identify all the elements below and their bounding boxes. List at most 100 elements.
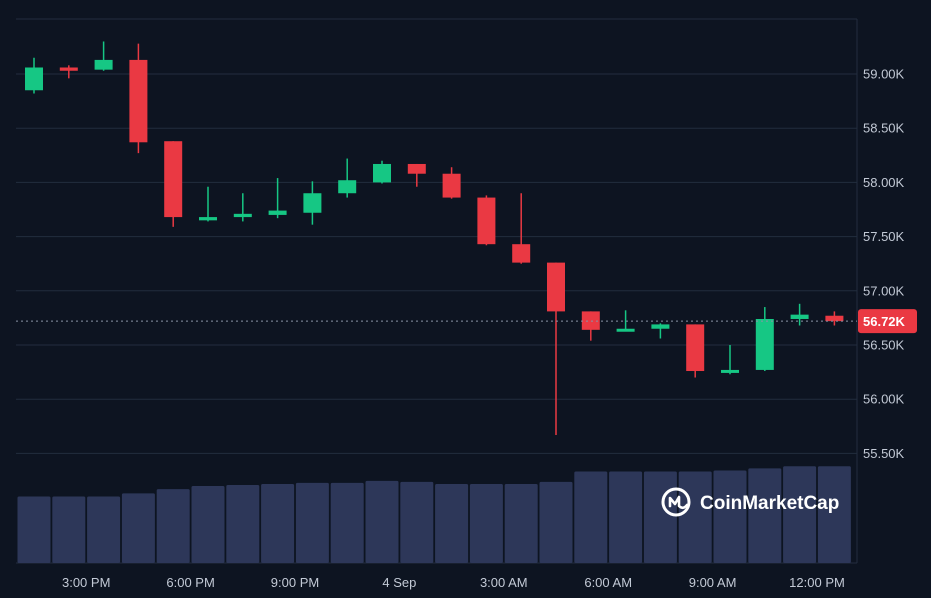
price-tag-background bbox=[858, 309, 917, 334]
volume-bar bbox=[643, 471, 677, 563]
candle-body bbox=[616, 328, 635, 332]
candle-up bbox=[199, 186, 217, 222]
x-tick-label: 6:00 PM bbox=[166, 575, 214, 590]
volume-bar bbox=[17, 496, 51, 563]
volume-bars bbox=[17, 466, 851, 563]
volume-bar bbox=[52, 496, 86, 563]
candle-body bbox=[199, 217, 217, 221]
volume-bar bbox=[295, 482, 329, 563]
grid-lines bbox=[16, 73, 857, 454]
candle-body bbox=[477, 197, 496, 245]
x-tick-label: 6:00 AM bbox=[584, 575, 632, 590]
candle-up bbox=[651, 323, 670, 339]
volume-bar bbox=[469, 483, 503, 563]
volume-bar bbox=[226, 485, 260, 563]
candle-down bbox=[442, 167, 461, 199]
x-tick-label: 4 Sep bbox=[382, 575, 416, 590]
candle-body bbox=[442, 173, 461, 198]
candles bbox=[25, 41, 844, 435]
candle-body bbox=[651, 324, 670, 329]
coinmarketcap-logo-icon bbox=[661, 487, 691, 517]
candle-body bbox=[338, 180, 357, 194]
y-tick-label: 55.50K bbox=[863, 446, 905, 461]
candle-up bbox=[616, 310, 635, 332]
volume-bar bbox=[678, 471, 712, 563]
candle-body bbox=[790, 314, 809, 319]
volume-bar bbox=[191, 486, 225, 563]
candle-up bbox=[25, 57, 43, 94]
candle-up bbox=[268, 178, 287, 219]
candle-up bbox=[721, 345, 739, 375]
volume-bar bbox=[261, 483, 295, 563]
y-tick-label: 57.00K bbox=[863, 283, 905, 298]
candle-down bbox=[825, 311, 844, 326]
y-tick-label: 58.50K bbox=[863, 121, 905, 136]
brand-name: CoinMarketCap bbox=[700, 493, 839, 514]
x-tick-label: 9:00 PM bbox=[271, 575, 319, 590]
volume-bar bbox=[87, 496, 121, 563]
x-tick-label: 3:00 AM bbox=[480, 575, 528, 590]
candle-up bbox=[373, 160, 391, 184]
candle-down bbox=[59, 65, 78, 79]
candle-body bbox=[25, 67, 43, 91]
y-tick-label: 58.00K bbox=[863, 175, 905, 190]
volume-bar bbox=[156, 489, 190, 563]
volume-bar bbox=[435, 483, 469, 563]
candle-up bbox=[233, 193, 252, 222]
x-axis-labels: 3:00 PM 6:00 PM 9:00 PM 4 Sep 3:00 AM 6:00 AM… bbox=[62, 575, 845, 590]
volume-bar bbox=[713, 470, 747, 563]
x-tick-label: 9:00 AM bbox=[689, 575, 737, 590]
candle-body bbox=[512, 244, 531, 263]
candle-body bbox=[303, 193, 322, 213]
volume-bar bbox=[365, 480, 399, 563]
volume-bar bbox=[539, 481, 573, 563]
candle-body bbox=[94, 59, 113, 70]
candle-body bbox=[547, 262, 565, 312]
y-tick-label: 59.00K bbox=[863, 67, 905, 82]
y-tick-label: 57.50K bbox=[863, 229, 905, 244]
y-tick-label: 56.00K bbox=[863, 392, 905, 407]
x-tick-label: 12:00 PM bbox=[789, 575, 845, 590]
y-axis-labels: 55.50K 56.00K 56.50K 57.00K 57.50K 58.00K 58.5… bbox=[863, 67, 905, 461]
volume-bar bbox=[817, 466, 851, 563]
candle-body bbox=[59, 67, 78, 71]
volume-bar bbox=[574, 471, 608, 563]
candle-up bbox=[755, 307, 774, 372]
candle-body bbox=[129, 59, 148, 143]
current-price-tag: 56.72K bbox=[858, 309, 917, 334]
candle-body bbox=[233, 213, 252, 218]
volume-bar bbox=[400, 481, 434, 563]
candle-body bbox=[581, 311, 600, 330]
candle-body bbox=[373, 163, 391, 183]
candle-down bbox=[477, 195, 496, 246]
candle-body bbox=[686, 324, 705, 372]
candle-down bbox=[512, 193, 531, 264]
x-tick-label: 3:00 PM bbox=[62, 575, 110, 590]
volume-bar bbox=[609, 471, 643, 563]
candle-down bbox=[407, 163, 426, 187]
brand-watermark: CoinMarketCap bbox=[661, 487, 839, 517]
volume-bar bbox=[748, 468, 782, 563]
candle-down bbox=[547, 262, 565, 435]
volume-bar bbox=[504, 483, 538, 563]
candle-body bbox=[164, 141, 183, 218]
y-tick-label: 56.50K bbox=[863, 338, 905, 353]
volume-bar bbox=[121, 493, 155, 563]
price-tag-label: 56.72K bbox=[863, 314, 906, 329]
candle-down bbox=[686, 324, 705, 378]
candle-down bbox=[581, 311, 600, 341]
volume-bar bbox=[783, 466, 817, 563]
candle-body bbox=[755, 318, 774, 370]
candle-down bbox=[129, 43, 148, 154]
candle-up bbox=[338, 158, 357, 198]
candle-body bbox=[721, 369, 739, 373]
candle-down bbox=[164, 141, 183, 227]
volume-bar bbox=[330, 482, 364, 563]
candle-body bbox=[825, 315, 844, 322]
candle-up bbox=[790, 303, 809, 326]
candle-up bbox=[303, 181, 322, 225]
candle-body bbox=[407, 163, 426, 174]
candle-up bbox=[94, 41, 113, 71]
candle-body bbox=[268, 210, 287, 215]
